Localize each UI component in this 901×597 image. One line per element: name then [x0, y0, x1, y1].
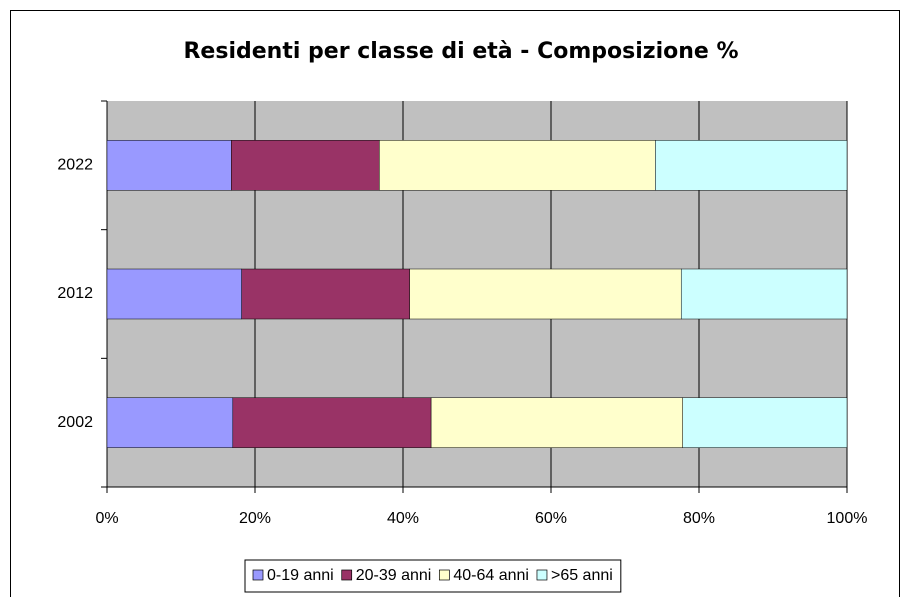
x-tick-label: 100%	[827, 510, 868, 527]
legend-label: >65 anni	[551, 567, 613, 584]
y-tick-label: 2022	[57, 157, 93, 174]
bar-segment	[409, 268, 682, 320]
legend-swatch	[438, 569, 450, 581]
bar-segment	[232, 397, 432, 448]
x-tick-label: 40%	[387, 510, 419, 527]
y-tick-label: 2012	[57, 285, 93, 302]
legend-label: 0-19 anni	[267, 567, 334, 584]
bar-segment	[682, 397, 848, 448]
legend-box	[244, 559, 622, 593]
bar-segment	[106, 268, 242, 320]
bar-segment	[106, 140, 232, 191]
chart-title: Residenti per classe di età - Composizio…	[183, 39, 738, 64]
bar-segment	[680, 268, 848, 320]
bar-segment	[241, 268, 410, 320]
legend-label: 40-64 anni	[453, 567, 529, 584]
x-tick-label: 20%	[239, 510, 271, 527]
bar-segment	[655, 140, 848, 191]
x-tick-label: 0%	[95, 510, 118, 527]
bar-segment	[430, 397, 683, 448]
legend-swatch	[252, 569, 264, 581]
x-tick-label: 60%	[535, 510, 567, 527]
bar-segment	[106, 397, 234, 448]
x-tick-label: 80%	[683, 510, 715, 527]
bar-segment	[379, 140, 656, 191]
legend-swatch	[536, 569, 548, 581]
bar-segment	[231, 140, 380, 191]
y-tick-label: 2002	[57, 414, 93, 431]
legend: 0-19 anni 20-39 anni 40-64 anni >65 anni	[244, 559, 622, 593]
legend-label: 20-39 anni	[356, 567, 432, 584]
legend-swatch	[341, 569, 353, 581]
